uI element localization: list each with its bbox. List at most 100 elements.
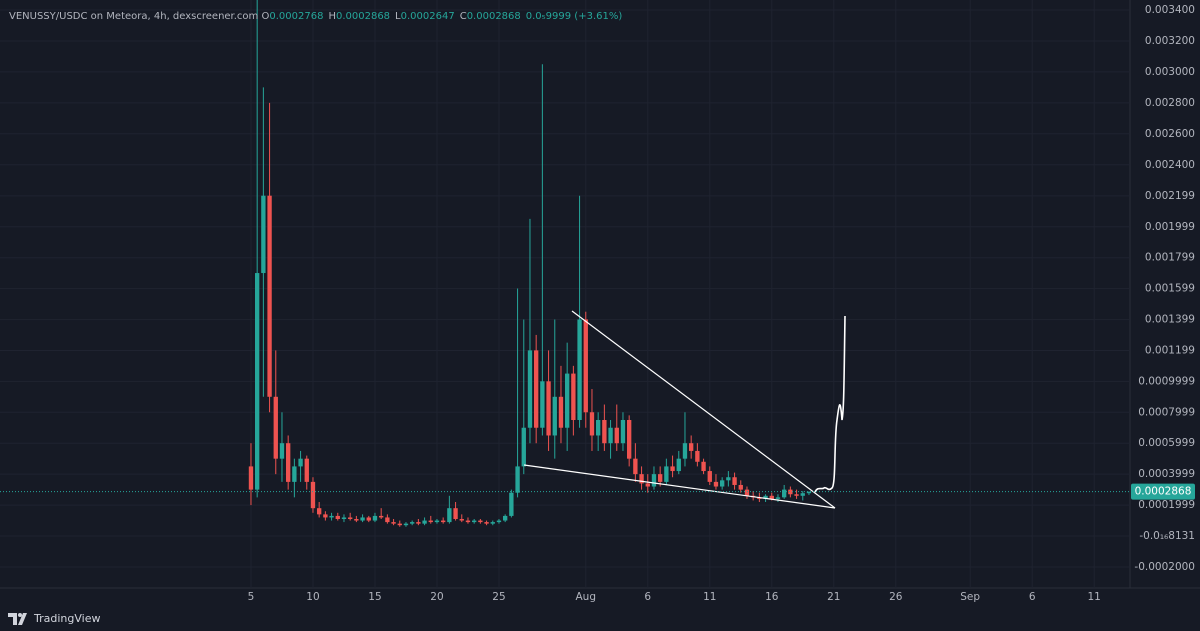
- candle-body: [558, 396, 564, 428]
- candle-body: [428, 520, 433, 523]
- y-tick-label: 0.003400: [1145, 4, 1195, 16]
- candle-body: [310, 481, 316, 509]
- candle-body: [763, 495, 768, 499]
- candle-body: [614, 427, 619, 444]
- candle-body: [527, 350, 533, 428]
- candle-body: [329, 515, 334, 518]
- ohlc-value: 0.0002868: [466, 11, 521, 22]
- candle-body: [695, 450, 700, 462]
- candle-body: [478, 520, 483, 523]
- y-tick-label: 0.0001999: [1138, 499, 1195, 511]
- candle-body: [261, 195, 266, 274]
- y-tick-label: 0.0005999: [1138, 437, 1195, 449]
- x-tick-label: 26: [889, 591, 903, 603]
- candle-body: [800, 493, 805, 496]
- x-tick-label: 6: [644, 591, 651, 603]
- x-tick-label: 11: [1087, 591, 1100, 603]
- x-tick-label: 6: [1029, 591, 1036, 603]
- x-tick-label: 5: [248, 591, 255, 603]
- candle-body: [490, 522, 495, 524]
- y-tick-label: 0.0009999: [1138, 375, 1195, 387]
- grid: [0, 0, 1130, 588]
- candle-body: [651, 474, 657, 487]
- candle-body: [255, 273, 260, 490]
- candle-body: [645, 483, 650, 487]
- y-tick-label: 0.003200: [1145, 35, 1195, 47]
- x-tick-label: 16: [765, 591, 779, 603]
- y-tick-label: 0.002800: [1145, 97, 1195, 109]
- y-tick-label: 0.002600: [1145, 128, 1195, 140]
- candle-body: [688, 443, 694, 451]
- candle-body: [521, 427, 526, 467]
- candles: [248, 0, 812, 527]
- candle-body: [434, 520, 440, 523]
- candle-body: [292, 466, 297, 482]
- axes: 0.003400 0.003200 0.003000 0.002800 0.002600…: [0, 4, 1195, 603]
- candle-body: [515, 466, 520, 493]
- candle-body: [354, 519, 359, 521]
- candle-body: [664, 466, 669, 482]
- candle-body: [391, 522, 396, 524]
- candle-body: [707, 471, 712, 482]
- x-tick-label: 21: [827, 591, 840, 603]
- candle-body: [453, 508, 458, 520]
- y-tick-label: 0.001799: [1145, 252, 1195, 264]
- candle-body: [317, 508, 322, 515]
- candle-body: [447, 508, 452, 523]
- brand[interactable]: TradingView: [8, 612, 100, 625]
- ohlc-label: O: [261, 11, 270, 22]
- change: 0.0₅9999 (+3.61%): [525, 11, 623, 22]
- candle-body: [335, 515, 340, 520]
- y-tick-label: 0.001199: [1145, 345, 1195, 357]
- candle-body: [626, 420, 632, 459]
- candle-body: [608, 427, 613, 444]
- candle-body: [571, 373, 576, 420]
- candle-body: [286, 443, 291, 482]
- candle-body: [441, 520, 446, 523]
- candle-body: [360, 517, 365, 521]
- candle-body: [279, 443, 285, 459]
- x-tick-label: 20: [430, 591, 443, 603]
- candle-body: [781, 489, 787, 498]
- candle-body: [583, 319, 588, 413]
- candle-body: [744, 489, 750, 496]
- candle-body: [713, 481, 719, 487]
- x-tick-label: 11: [703, 591, 716, 603]
- ohlc-value: 0.0002768: [269, 11, 324, 22]
- x-tick-label: 15: [368, 591, 381, 603]
- candle-body: [465, 520, 471, 523]
- candle-body: [403, 523, 409, 526]
- y-tick-label: 0.001399: [1145, 314, 1195, 326]
- candle-body: [323, 514, 328, 518]
- y-tick-label: 0.002400: [1145, 159, 1195, 171]
- y-tick-label: 0.001999: [1145, 221, 1195, 233]
- candle-body: [267, 195, 272, 397]
- candle-body: [676, 458, 681, 472]
- candle-body: [788, 489, 793, 495]
- x-tick-label: Sep: [960, 591, 980, 603]
- y-tick-label: 0.0007999: [1138, 406, 1195, 418]
- candle-body: [552, 396, 557, 436]
- candle-body: [496, 520, 502, 523]
- legend-header: VENUSSY/USDC on Meteora, 4h, dexscreener…: [9, 11, 627, 22]
- candle-body: [620, 420, 626, 444]
- candle-body: [602, 420, 607, 444]
- candle-body: [732, 477, 737, 485]
- x-tick-label: 25: [492, 591, 505, 603]
- trend-line: [523, 464, 836, 509]
- y-tick-label: -0.0002000: [1134, 561, 1195, 573]
- candle-body: [273, 396, 278, 459]
- candle-body: [348, 517, 353, 520]
- candle-body: [509, 492, 514, 516]
- candle-body: [422, 520, 427, 524]
- brand-name: TradingView: [34, 612, 101, 625]
- candle-body: [670, 466, 675, 472]
- candle-body: [341, 517, 347, 520]
- candle-body: [385, 517, 390, 523]
- last-price-label: 0.0002868: [1135, 486, 1192, 498]
- candle-body: [397, 523, 402, 526]
- ohlc-label: H: [328, 11, 336, 22]
- y-tick-label: -0.0₁₆8131: [1139, 530, 1195, 542]
